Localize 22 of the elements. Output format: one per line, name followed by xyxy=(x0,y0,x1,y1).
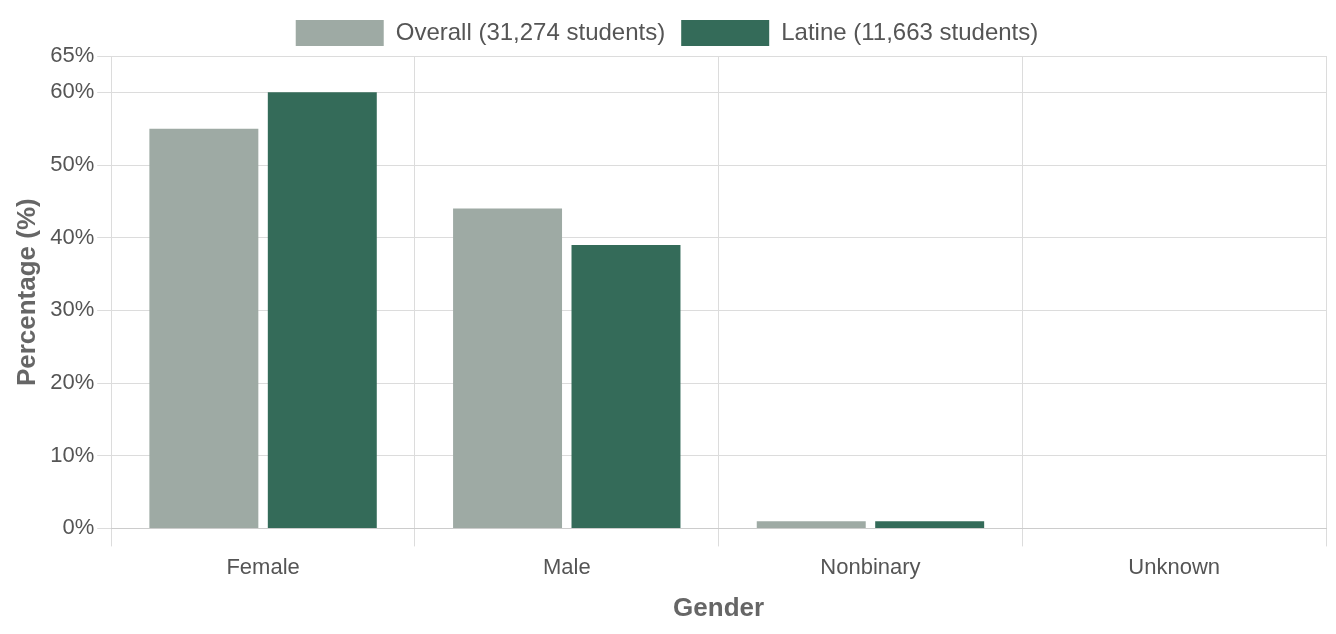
bar xyxy=(453,208,563,528)
x-tick-label: Nonbinary xyxy=(820,553,921,579)
bar xyxy=(267,92,377,528)
y-tick-label: 40% xyxy=(50,223,95,249)
bar xyxy=(875,521,985,528)
y-tick-label: 60% xyxy=(50,78,95,104)
legend-label: Overall (31,274 students) xyxy=(395,17,666,45)
x-tick-label: Male xyxy=(542,553,591,579)
bar xyxy=(149,128,259,528)
y-tick-label: 0% xyxy=(62,514,95,540)
y-tick-label: 30% xyxy=(50,296,95,322)
y-axis-title: Percentage (%) xyxy=(10,198,41,387)
y-tick-label: 65% xyxy=(50,42,95,68)
y-tick-label: 20% xyxy=(50,369,95,395)
x-tick-label: Female xyxy=(226,553,300,579)
x-tick-label: Unknown xyxy=(1128,553,1221,579)
legend-label: Latine (11,663 students) xyxy=(781,17,1039,45)
x-axis-title: Gender xyxy=(673,591,765,622)
y-tick-label: 50% xyxy=(50,151,95,177)
bar xyxy=(756,521,866,528)
y-tick-label: 10% xyxy=(50,441,95,467)
bar xyxy=(571,244,681,528)
